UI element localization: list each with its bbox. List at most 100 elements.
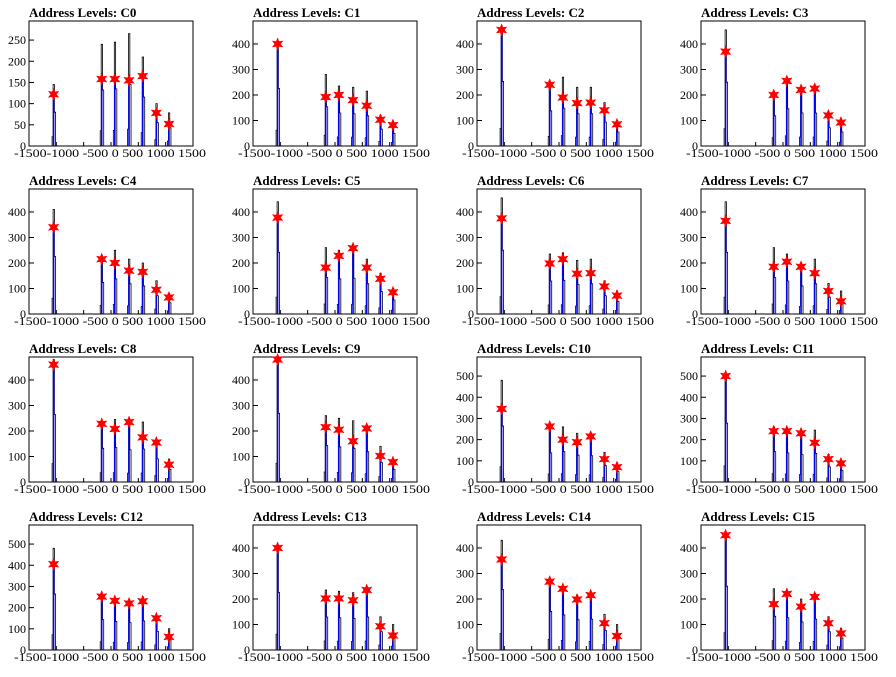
fit-peak-marker (319, 90, 332, 104)
chart-10: Address Levels: C10 0 100 200 300 400 500 -1500… (456, 341, 654, 496)
histogram-peak (140, 262, 146, 314)
histogram-peak (51, 209, 56, 314)
y-tick-label: 200 (680, 592, 698, 606)
fit-peak-marker (571, 96, 583, 110)
y-tick-label: 100 (232, 281, 250, 295)
fit-peak-marker (835, 294, 847, 308)
fit-peak-marker (543, 256, 556, 271)
histogram-peak (351, 420, 356, 482)
y-tick-label: 400 (232, 205, 250, 219)
chart-title: Address Levels: C8 (29, 341, 137, 356)
fit-peak-marker (571, 592, 583, 607)
fit-peak-marker (374, 449, 387, 463)
histogram-peak (140, 56, 146, 146)
y-tick-label: 0 (468, 139, 474, 153)
chart-0: Address Levels: C0 0 50 100 150 200 250 -1500-1… (8, 5, 206, 160)
y-tick-label: 400 (680, 37, 698, 51)
histogram-peak (771, 588, 777, 650)
histogram-peak (771, 247, 777, 314)
x-tick-labels: -1500-1000 -500 0 500 1000 1500 (686, 314, 878, 328)
fit-peak-marker (163, 630, 175, 644)
chart-2: Address Levels: C2 0 100 200 300 400 -1500-100… (456, 5, 654, 160)
histogram-peak (588, 258, 594, 314)
y-tick-label: 200 (456, 592, 474, 606)
fit-peak-marker (109, 72, 121, 86)
fit-peak-marker (150, 611, 163, 625)
y-tick-label: 300 (456, 62, 474, 76)
fit-peak-marker (495, 402, 508, 416)
y-tick-label: 100 (232, 113, 250, 127)
histogram-peak (602, 451, 607, 482)
y-tick-label: 400 (680, 205, 698, 219)
y-tick-label: 200 (8, 424, 26, 438)
y-tick-label: 300 (456, 230, 474, 244)
fit-peak-marker (495, 211, 508, 226)
fit-peak-marker (822, 616, 835, 630)
histogram-peak (560, 76, 566, 146)
histogram-peak (799, 598, 804, 650)
fit-peak-marker (835, 115, 847, 130)
fit-peak-marker (795, 83, 807, 97)
y-tick-label: 0 (20, 475, 26, 489)
fit-peak-marker (374, 113, 387, 127)
chart-title: Address Levels: C14 (477, 509, 591, 524)
y-tick-label: 500 (456, 369, 474, 383)
y-tick-label: 100 (8, 622, 26, 636)
y-tick-label: 0 (692, 475, 698, 489)
fit-peak-marker (360, 260, 373, 275)
chart-7: Address Levels: C7 0 100 200 300 400 -1500-100… (680, 173, 878, 328)
chart-title: Address Levels: C15 (701, 509, 815, 524)
fit-peak-marker (387, 628, 399, 643)
histogram-peak (575, 432, 580, 482)
fit-peak-marker (719, 369, 732, 383)
histogram-peak (602, 102, 607, 146)
histogram-peak (127, 33, 132, 146)
fit-peak-marker (795, 426, 807, 440)
y-tick-label: 200 (8, 601, 26, 615)
y-tick-label: 0 (244, 643, 250, 657)
fit-peak-marker (584, 266, 597, 280)
fit-peak-marker (95, 72, 108, 86)
y-tick-label: 400 (232, 37, 250, 51)
histogram-peak (275, 201, 280, 314)
y-tick-label: 400 (232, 373, 250, 387)
histogram-peak (154, 280, 159, 314)
fit-peak-marker (767, 597, 780, 611)
fit-peak-marker (136, 594, 149, 608)
fit-peak-marker (611, 288, 623, 303)
y-tick-label: 400 (8, 373, 26, 387)
y-tick-label: 100 (8, 281, 26, 295)
fit-peak-marker (136, 69, 149, 83)
fit-peak-marker (598, 103, 611, 117)
x-tick-labels: -1500-1000 -500 0 500 1000 1500 (238, 146, 430, 160)
fit-peak-marker (571, 435, 583, 449)
fit-peak-marker (150, 106, 163, 120)
fit-peak-marker (387, 118, 399, 132)
y-tick-label: 0 (468, 643, 474, 657)
y-tick-label: 400 (232, 541, 250, 555)
chart-title: Address Levels: C1 (253, 5, 360, 20)
histogram-peak (112, 419, 118, 482)
histogram-peak (588, 86, 594, 146)
fit-peak-marker (835, 626, 847, 641)
y-tick-label: 0 (20, 139, 26, 153)
x-tick-labels: -1500-1000 -500 0 500 1000 1500 (238, 314, 430, 328)
fit-peak-marker (495, 552, 508, 567)
histogram-peak (826, 282, 831, 314)
histogram-peak (140, 421, 146, 482)
fit-peak-marker (360, 583, 373, 597)
fit-peak-marker (543, 574, 556, 589)
chart-1: Address Levels: C1 0 100 200 300 400 -1500-100… (232, 5, 430, 160)
histogram-peak (336, 417, 342, 482)
fit-peak-marker (47, 87, 60, 101)
histogram-peak (323, 415, 329, 482)
y-tick-label: 200 (456, 433, 474, 447)
y-tick-label: 200 (232, 256, 250, 270)
y-tick-label: 100 (232, 449, 250, 463)
x-tick-labels: -1500-1000 -500 0 500 1000 1500 (462, 314, 654, 328)
y-tick-label: 100 (456, 617, 474, 631)
histogram-peak (499, 197, 504, 314)
fit-peak-marker (795, 260, 807, 274)
